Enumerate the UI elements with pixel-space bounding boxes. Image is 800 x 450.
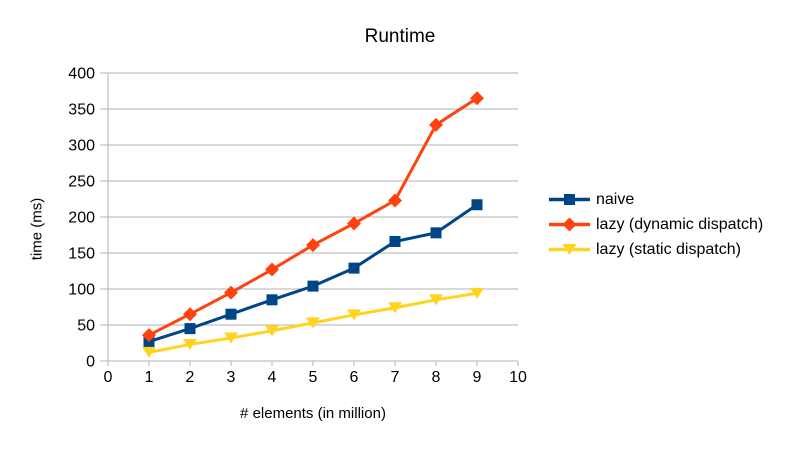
svg-text:10: 10 [509, 369, 527, 386]
svg-text:350: 350 [68, 102, 95, 119]
svg-text:0: 0 [104, 369, 113, 386]
svg-text:3: 3 [227, 369, 236, 386]
svg-text:250: 250 [68, 174, 95, 191]
legend: naive lazy (dynamic dispatch) lazy (stat… [549, 187, 763, 262]
legend-label: lazy (dynamic dispatch) [596, 215, 764, 233]
svg-text:300: 300 [68, 138, 95, 155]
legend-item-naive: naive [549, 187, 763, 212]
legend-marker-square-icon [549, 192, 590, 207]
svg-text:2: 2 [186, 369, 195, 386]
svg-text:9: 9 [473, 369, 482, 386]
svg-text:50: 50 [77, 318, 95, 335]
legend-label: lazy (static dispatch) [596, 240, 741, 258]
svg-text:8: 8 [432, 369, 441, 386]
y-axis-title: time (ms) [28, 197, 46, 261]
svg-text:4: 4 [268, 369, 277, 386]
svg-text:5: 5 [309, 369, 318, 386]
legend-item-lazy-dynamic: lazy (dynamic dispatch) [549, 212, 763, 237]
svg-text:150: 150 [68, 246, 95, 263]
chart-title: Runtime [364, 26, 436, 47]
svg-text:0: 0 [86, 354, 95, 371]
svg-text:6: 6 [350, 369, 359, 386]
legend-label: naive [596, 190, 635, 208]
svg-text:200: 200 [68, 210, 95, 227]
svg-text:400: 400 [68, 66, 95, 83]
legend-marker-triangle-icon [549, 242, 590, 257]
x-axis-title: # elements (in million) [240, 405, 386, 422]
legend-item-lazy-static: lazy (static dispatch) [549, 237, 763, 262]
svg-text:1: 1 [145, 369, 154, 386]
svg-text:100: 100 [68, 282, 95, 299]
legend-marker-diamond-icon [549, 217, 590, 232]
svg-text:7: 7 [391, 369, 400, 386]
